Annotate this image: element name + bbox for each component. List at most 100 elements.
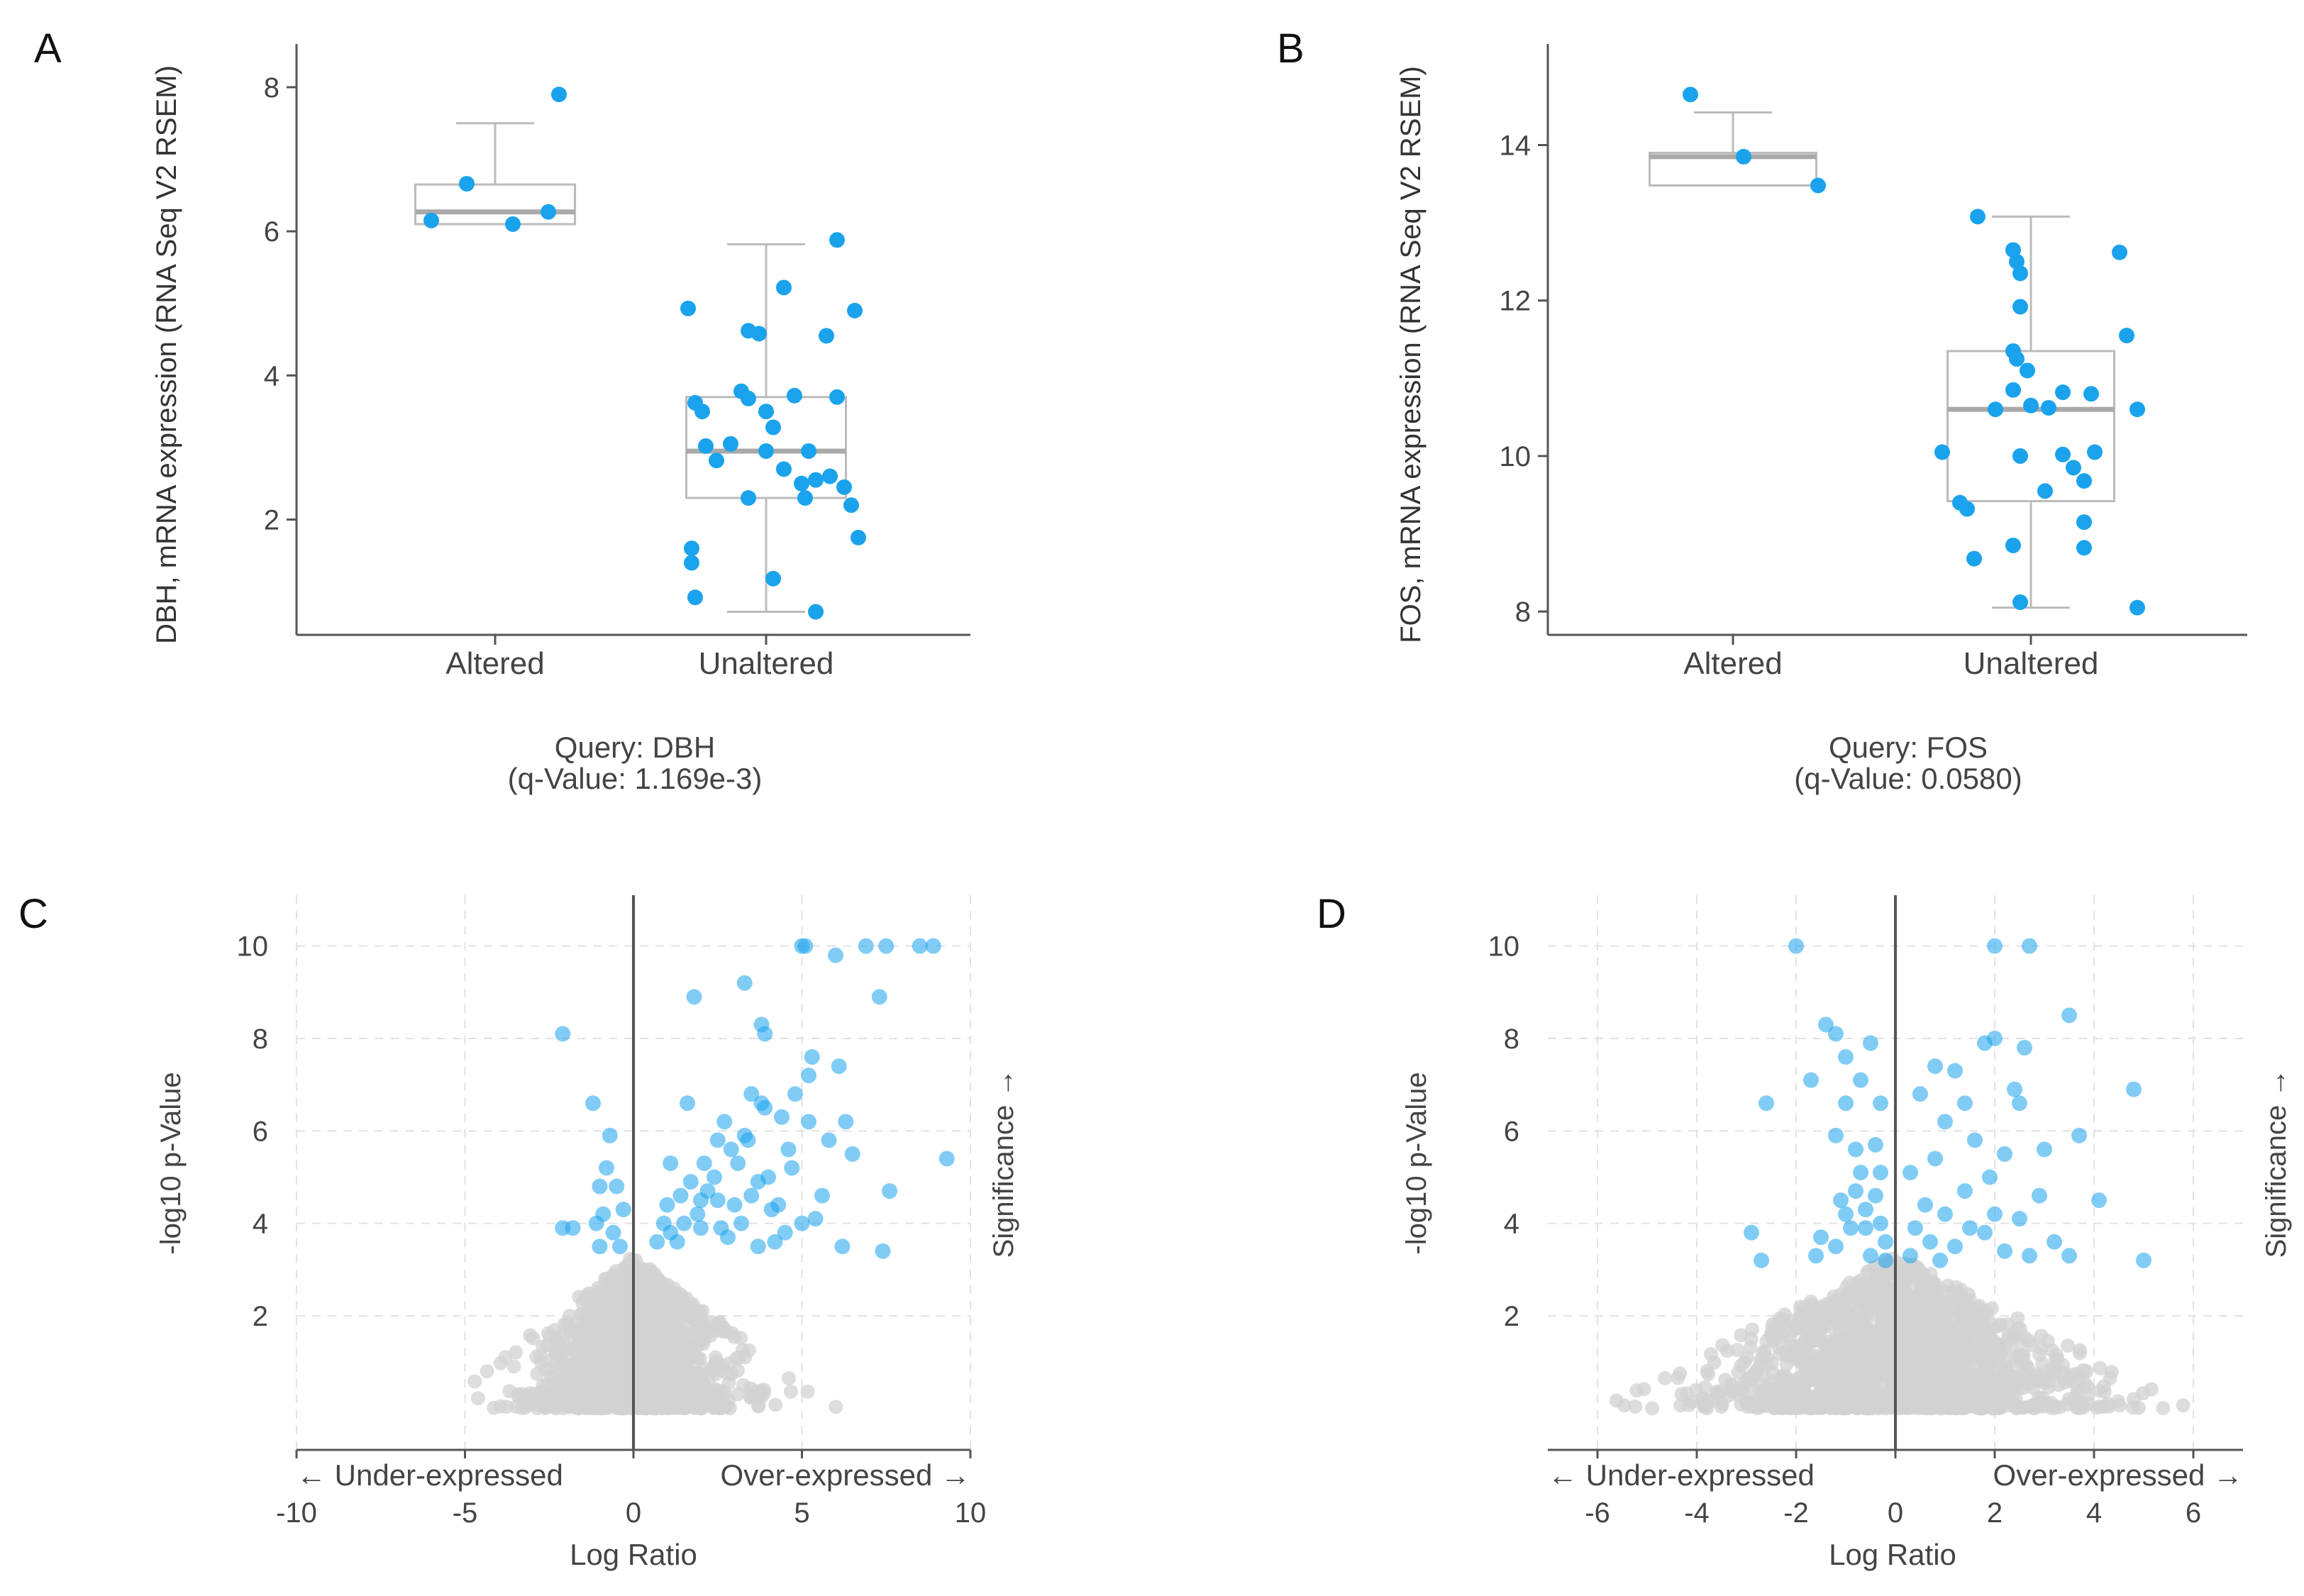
background-point bbox=[1729, 1343, 1744, 1358]
significant-point bbox=[1957, 1095, 1973, 1112]
background-point bbox=[1703, 1347, 1718, 1362]
background-point bbox=[708, 1382, 723, 1397]
background-point bbox=[2042, 1363, 2057, 1378]
background-point bbox=[1965, 1351, 1980, 1365]
background-point bbox=[467, 1374, 482, 1389]
significant-point bbox=[707, 1169, 722, 1185]
volcano-plot-dbh-under-label: ← Under-expressed bbox=[297, 1458, 563, 1492]
data-point bbox=[829, 232, 845, 248]
significant-point bbox=[696, 1155, 712, 1171]
background-point bbox=[648, 1304, 663, 1319]
significant-point bbox=[1987, 1031, 2003, 1047]
significant-point bbox=[2017, 1040, 2032, 1056]
x-tick-label: -4 bbox=[1684, 1497, 1710, 1529]
background-point bbox=[562, 1319, 577, 1334]
significant-point bbox=[1927, 1058, 1943, 1075]
box bbox=[685, 396, 847, 499]
significant-point bbox=[669, 1234, 685, 1250]
significant-point bbox=[585, 1095, 601, 1112]
significant-point bbox=[1843, 1220, 1859, 1236]
background-point bbox=[1822, 1361, 1837, 1375]
background-point bbox=[616, 1400, 631, 1414]
significant-point bbox=[615, 1202, 631, 1218]
significant-point bbox=[1997, 1146, 2012, 1162]
panel-label-b: B bbox=[1277, 26, 1305, 72]
significant-point bbox=[1828, 1026, 1844, 1042]
background-point bbox=[2027, 1401, 2042, 1416]
significant-point bbox=[875, 1243, 891, 1259]
background-point bbox=[2135, 1386, 2150, 1401]
data-point bbox=[843, 497, 859, 514]
significant-point bbox=[777, 1224, 793, 1241]
background-point bbox=[636, 1341, 650, 1356]
background-point bbox=[1951, 1326, 1966, 1341]
box-plot-fos: 8 10 12 14 FOS, mRNA expression (RNA Seq V2… bbox=[1395, 44, 2247, 795]
background-point bbox=[1840, 1306, 1855, 1321]
significant-point bbox=[599, 1160, 614, 1176]
background-point bbox=[580, 1361, 594, 1376]
significant-point bbox=[723, 1141, 739, 1158]
x-tick-label: -5 bbox=[453, 1497, 478, 1529]
significant-point bbox=[780, 1141, 797, 1158]
volcano-plot-dbh-significance-label: Significance → bbox=[988, 1069, 1019, 1258]
background-point bbox=[768, 1397, 783, 1412]
background-point bbox=[1916, 1345, 1931, 1360]
volcano-plot-dbh-y-axis-label: -log10 p-Value bbox=[155, 1072, 187, 1254]
significant-point bbox=[763, 1202, 780, 1218]
data-point bbox=[541, 204, 556, 220]
background-point bbox=[2104, 1365, 2119, 1380]
background-point bbox=[1793, 1349, 1808, 1364]
background-point bbox=[636, 1307, 650, 1322]
background-point bbox=[1896, 1324, 1911, 1339]
background-point bbox=[604, 1297, 619, 1312]
y-tick-label: 10 bbox=[1500, 441, 1532, 472]
background-point bbox=[1743, 1340, 1758, 1355]
box-plot-dbh-y-axis-label: DBH, mRNA expression (RNA Seq V2 RSEM) bbox=[151, 65, 182, 644]
background-point bbox=[2061, 1370, 2076, 1385]
significant-point bbox=[565, 1220, 581, 1236]
data-point bbox=[2009, 350, 2025, 367]
background-point bbox=[574, 1340, 589, 1355]
x-tick-label: -2 bbox=[1783, 1497, 1809, 1529]
significant-point bbox=[750, 1174, 766, 1190]
background-point bbox=[1745, 1322, 1760, 1337]
y-tick-label: 2 bbox=[264, 504, 279, 536]
background-point bbox=[1827, 1323, 1842, 1338]
background-point bbox=[471, 1391, 486, 1406]
box-plot-dbh-caption-qvalue: (q-Value: 1.169e-3) bbox=[508, 762, 763, 795]
background-point bbox=[604, 1341, 619, 1356]
box-plot-fos-category-label: Unaltered bbox=[1964, 646, 2099, 681]
background-point bbox=[2079, 1364, 2094, 1379]
data-point bbox=[847, 302, 863, 318]
background-point bbox=[2112, 1398, 2127, 1413]
significant-point bbox=[588, 1215, 604, 1231]
background-point bbox=[1809, 1388, 1824, 1403]
background-point bbox=[1915, 1333, 1929, 1348]
background-point bbox=[1819, 1334, 1834, 1349]
background-point bbox=[550, 1384, 565, 1399]
significant-point bbox=[801, 1114, 816, 1130]
significant-point bbox=[2136, 1252, 2151, 1268]
background-point bbox=[733, 1331, 748, 1346]
background-point bbox=[1731, 1365, 1746, 1380]
background-point bbox=[1981, 1387, 1996, 1402]
significant-point bbox=[686, 989, 702, 1005]
background-point bbox=[2007, 1331, 2022, 1346]
volcano-plot-fos-under-label: ← Under-expressed bbox=[1548, 1458, 1815, 1492]
background-point bbox=[1891, 1392, 1906, 1407]
background-point bbox=[2049, 1348, 2064, 1363]
data-point bbox=[787, 387, 802, 404]
significant-point bbox=[1808, 1248, 1824, 1264]
data-point bbox=[1966, 550, 1982, 567]
data-point bbox=[684, 541, 699, 557]
background-point bbox=[487, 1400, 502, 1415]
box bbox=[1649, 151, 1817, 187]
background-point bbox=[1941, 1338, 1956, 1353]
background-point bbox=[1814, 1400, 1829, 1415]
significant-point bbox=[716, 1114, 733, 1130]
background-point bbox=[1909, 1370, 1924, 1385]
significant-point bbox=[2061, 1248, 2077, 1264]
significant-point bbox=[1754, 1252, 1769, 1268]
background-point bbox=[536, 1378, 550, 1393]
background-point bbox=[585, 1312, 600, 1327]
